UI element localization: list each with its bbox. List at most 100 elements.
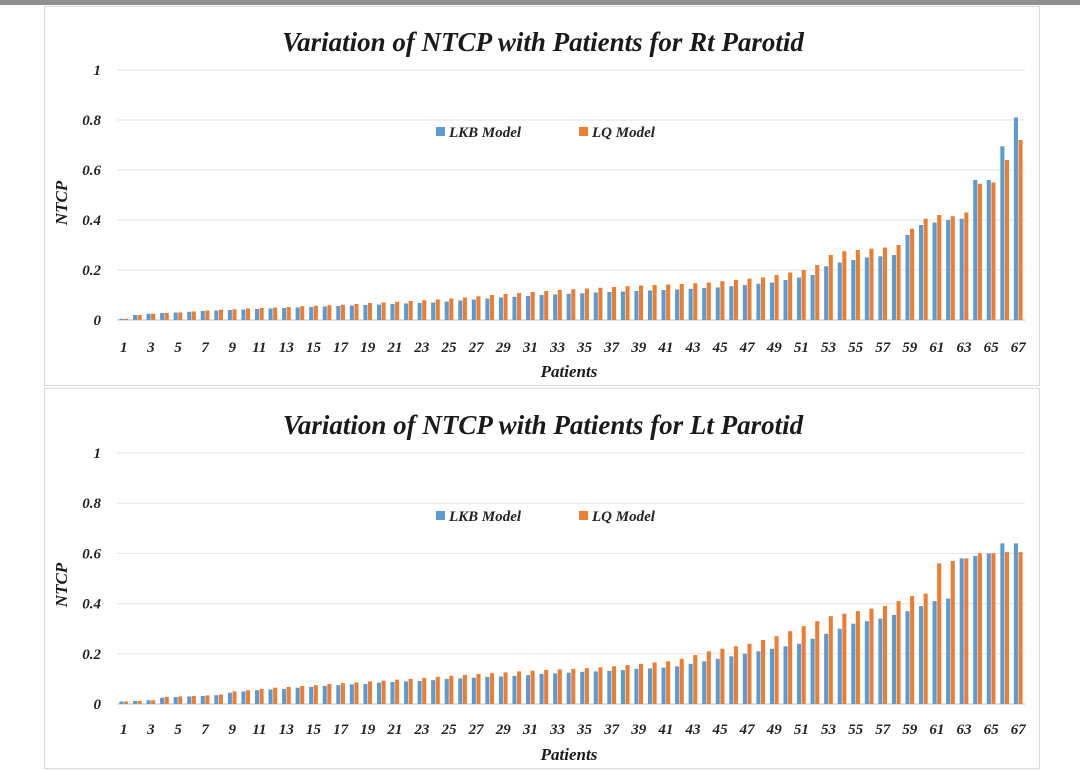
- lkb-bar: [119, 701, 124, 704]
- x-tick-label: 11: [252, 722, 266, 738]
- lq-bar: [476, 673, 481, 704]
- x-tick-label: 57: [875, 340, 891, 356]
- lkb-bar: [200, 695, 205, 704]
- lq-bar: [761, 640, 766, 704]
- lkb-bar: [919, 606, 924, 704]
- legend-label-lq: LQ Model: [591, 509, 656, 525]
- lkb-bar: [702, 661, 707, 704]
- lq-bar: [124, 318, 129, 320]
- x-tick-label: 21: [386, 340, 402, 356]
- lq-bar: [313, 305, 318, 320]
- legend-swatch-lkb: [436, 511, 445, 520]
- lq-bar: [489, 295, 495, 320]
- lq-bar: [869, 248, 874, 320]
- lq-bar: [232, 309, 237, 320]
- lkb-bar: [539, 295, 544, 320]
- lq-bar: [882, 247, 888, 320]
- lkb-bar: [471, 677, 476, 704]
- legend-label-lq: LQ Model: [591, 125, 656, 141]
- rt-parotid-chart: Variation of NTCP with Patients for Rt P…: [52, 27, 1026, 381]
- lkb-bar: [268, 689, 273, 704]
- lkb-bar: [295, 687, 300, 704]
- x-tick-label: 25: [441, 722, 458, 738]
- lq-bar: [1004, 552, 1010, 704]
- lkb-bar: [620, 670, 625, 704]
- x-tick-label: 19: [360, 722, 376, 738]
- lkb-bar: [227, 692, 232, 704]
- y-tick-label: 0.8: [82, 113, 101, 129]
- lq-bar: [354, 304, 359, 320]
- lq-bar: [367, 681, 373, 704]
- lkb-bar: [539, 673, 544, 704]
- x-tick-label: 57: [875, 722, 891, 738]
- lq-bar: [530, 292, 535, 320]
- lkb-bar: [973, 555, 978, 704]
- lkb-bar: [404, 681, 409, 704]
- lkb-bar: [593, 292, 598, 320]
- lq-bar: [381, 680, 386, 704]
- lkb-bar: [417, 680, 422, 704]
- x-tick-label: 67: [1011, 722, 1027, 738]
- lq-bar: [327, 683, 332, 704]
- y-tick-label: 1: [94, 446, 102, 462]
- lq-bar: [449, 675, 454, 704]
- lkb-bar: [797, 277, 802, 320]
- x-tick-label: 41: [657, 722, 673, 738]
- lkb-bar: [729, 286, 734, 320]
- lkb-bar: [986, 553, 991, 704]
- lkb-bar: [905, 235, 910, 320]
- lq-bar: [340, 304, 345, 320]
- window-top-bar: [0, 0, 1080, 5]
- lkb-bar: [661, 667, 666, 704]
- lkb-bar: [824, 633, 829, 704]
- x-tick-label: 29: [495, 722, 512, 738]
- legend-swatch-lq: [579, 511, 588, 520]
- lkb-bar: [959, 218, 964, 320]
- lkb-bar: [675, 666, 680, 704]
- lkb-bar: [783, 646, 788, 704]
- lkb-bar: [241, 691, 246, 704]
- x-axis-label: Patients: [540, 362, 598, 381]
- lq-bar: [408, 301, 413, 320]
- lq-bar: [815, 265, 820, 320]
- x-tick-label: 39: [630, 340, 647, 356]
- lkb-bar: [607, 292, 612, 320]
- x-tick-label: 5: [174, 722, 182, 738]
- lq-bar: [340, 683, 345, 704]
- lkb-bar: [647, 290, 653, 320]
- lq-bar: [747, 278, 752, 320]
- y-tick-label: 0.2: [82, 263, 101, 279]
- lq-bar: [774, 636, 779, 704]
- lq-bar: [666, 661, 671, 704]
- lkb-bar: [634, 668, 639, 704]
- lq-bar: [964, 558, 969, 704]
- lkb-bar: [512, 675, 517, 704]
- lkb-bar: [769, 648, 775, 704]
- x-tick-label: 45: [712, 722, 729, 738]
- lq-bar: [124, 701, 129, 704]
- lkb-bar: [309, 307, 314, 320]
- lkb-bar: [431, 302, 436, 320]
- lkb-bar: [363, 305, 368, 320]
- lq-bar: [598, 287, 603, 320]
- lkb-bar: [498, 297, 503, 320]
- lq-bar: [639, 663, 644, 704]
- lq-bar: [164, 313, 169, 320]
- y-tick-label: 0: [94, 697, 102, 713]
- lq-bar: [720, 648, 725, 704]
- x-tick-label: 29: [495, 340, 512, 356]
- lkb-bar: [214, 695, 219, 704]
- lq-bar: [367, 303, 373, 320]
- lkb-bar: [959, 558, 964, 704]
- lq-bar: [246, 690, 251, 704]
- y-tick-label: 0.4: [82, 597, 101, 613]
- lq-bar: [991, 182, 996, 320]
- lq-bar: [761, 277, 766, 320]
- lq-bar: [205, 695, 210, 704]
- lt-parotid-chart: Variation of NTCP with Patients for Lt P…: [52, 410, 1027, 764]
- x-tick-label: 21: [386, 722, 402, 738]
- x-tick-label: 5: [174, 340, 182, 356]
- lq-bar: [218, 694, 223, 704]
- y-tick-label: 0.6: [82, 546, 101, 562]
- x-tick-label: 59: [902, 340, 918, 356]
